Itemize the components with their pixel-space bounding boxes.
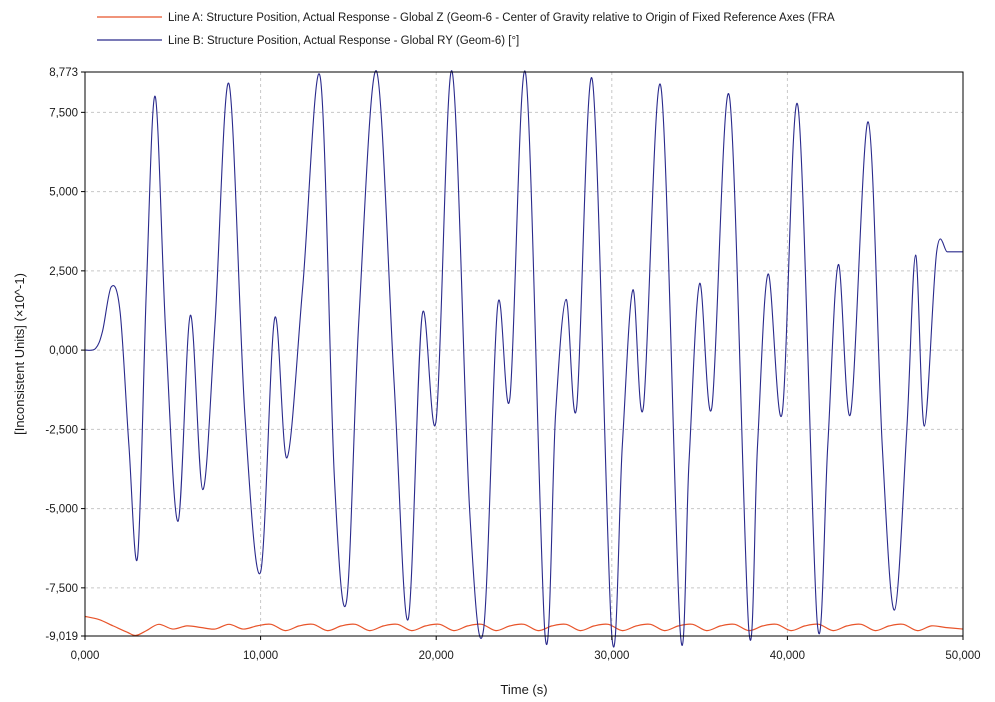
plot-frame <box>84 71 964 637</box>
plot-area <box>84 70 964 648</box>
y-tick-label: 7,500 <box>49 107 78 119</box>
x-axis-title: Time (s) <box>500 682 547 697</box>
y-axis-title: [Inconsistent Units] (×10^-1) <box>12 273 27 435</box>
series-line-a <box>84 615 964 637</box>
x-axis-ticks: 0,000 10,000 20,000 30,000 40,000 50,000 <box>71 636 981 662</box>
legend: Line A: Structure Position, Actual Respo… <box>97 12 835 47</box>
y-tick-label: -7,500 <box>45 583 78 595</box>
y-tick-label: -2,500 <box>45 424 78 436</box>
y-tick-label: 5,000 <box>49 187 78 199</box>
y-axis-ticks: 8,773 7,500 5,000 2,500 0,000 -2,500 -5,000 -7,… <box>45 67 85 643</box>
x-tick-label: 50,000 <box>945 650 980 662</box>
y-tick-label: -9,019 <box>45 631 78 643</box>
x-tick-label: 20,000 <box>419 650 454 662</box>
grid <box>85 72 963 636</box>
y-tick-label: 2,500 <box>49 266 78 278</box>
y-tick-label: 0,000 <box>49 345 78 357</box>
y-tick-label: 8,773 <box>49 67 78 79</box>
legend-label-line-b: Line B: Structure Position, Actual Respo… <box>168 35 519 47</box>
legend-label-line-a: Line A: Structure Position, Actual Respo… <box>168 12 835 24</box>
x-tick-label: 40,000 <box>770 650 805 662</box>
x-tick-label: 30,000 <box>594 650 629 662</box>
series-line-b <box>84 70 963 648</box>
x-tick-label: 0,000 <box>71 650 100 662</box>
x-tick-label: 10,000 <box>243 650 278 662</box>
y-tick-label: -5,000 <box>45 504 78 516</box>
